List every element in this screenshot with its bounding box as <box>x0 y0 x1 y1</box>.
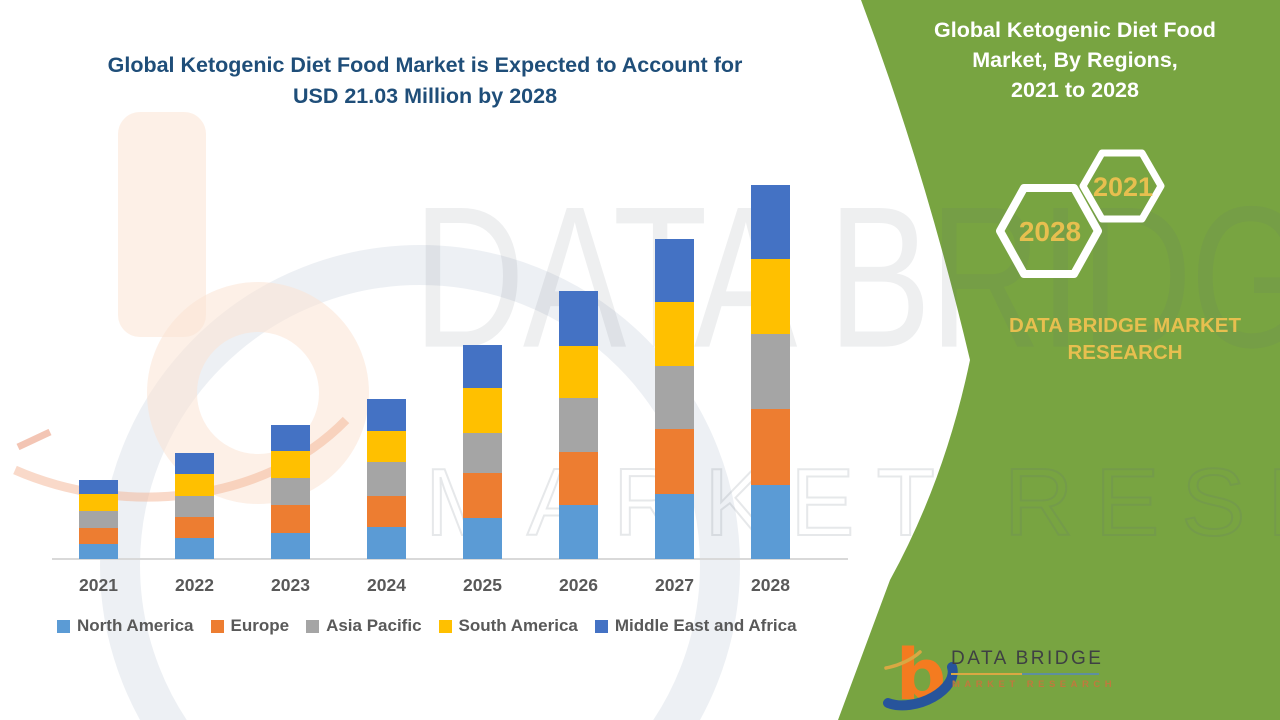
right-panel-title-line3: 2021 to 2028 <box>1011 78 1139 102</box>
hexagon-2021: 2021 <box>1079 149 1165 223</box>
logo-navy-swoosh-icon <box>883 662 958 711</box>
hexagon-2028: 2028 <box>996 184 1102 278</box>
brand-text-line1: DATA BRIDGE MARKET <box>1009 314 1241 337</box>
chart-title: Global Ketogenic Diet Food Market is Exp… <box>55 50 795 112</box>
logo-name-text: DATA BRIDGE <box>951 648 1104 669</box>
hexagon-2021-outline <box>1079 149 1165 223</box>
bar-2028 <box>751 184 790 559</box>
legend-swatch-icon <box>57 619 70 633</box>
right-panel-title-line2: Market, By Regions, <box>972 48 1178 72</box>
green-panel-shape <box>838 0 1280 720</box>
brand-text: DATA BRIDGE MARKET RESEARCH <box>960 312 1280 366</box>
hexagon-2028-label: 2028 <box>1019 216 1081 247</box>
right-panel-title-line1: Global Ketogenic Diet Food <box>934 18 1216 42</box>
logo-tagline-text: MARKET RESEARCH <box>952 679 1117 690</box>
logo-gold-swoosh-icon <box>884 650 922 670</box>
chart-title-line2: USD 21.03 Million by 2028 <box>292 84 558 108</box>
bar-segment <box>751 184 790 259</box>
bar-segment <box>751 334 790 410</box>
bar-segment <box>751 485 790 559</box>
bar-segment <box>751 409 790 485</box>
hexagon-2028-outline <box>996 184 1102 278</box>
brand-text-line2: RESEARCH <box>1067 341 1183 364</box>
chart-title-line1: Global Ketogenic Diet Food Market is Exp… <box>107 53 743 77</box>
bar-segment <box>751 258 790 335</box>
right-panel-title: Global Ketogenic Diet Food Market, By Re… <box>920 15 1230 105</box>
x-axis-label: 2028 <box>751 575 790 595</box>
logo-divider <box>951 673 1099 675</box>
hexagon-2021-label: 2021 <box>1093 172 1153 202</box>
